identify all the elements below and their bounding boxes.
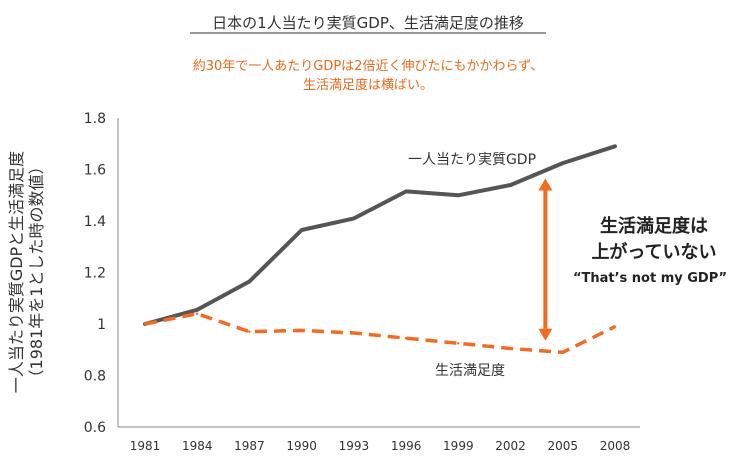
data-point-satisfaction (457, 342, 460, 345)
annotation-main-line-2: 上がっていない (591, 241, 716, 263)
annotation-main-line-1: 生活満足度は (600, 215, 708, 237)
y-axis-label-line-1: 一人当たり実質GDPと生活満足度 (7, 151, 26, 393)
data-point-gdp (300, 228, 303, 232)
x-tick-label: 1993 (339, 439, 370, 453)
annotation-double-arrow (538, 178, 553, 341)
x-tick-label: 2002 (495, 439, 526, 453)
arrow-head-up (538, 178, 553, 191)
series-line-satisfaction (144, 311, 616, 355)
series-label-gdp: 一人当たり実質GDP (408, 152, 536, 168)
data-point-satisfaction (352, 331, 356, 335)
y-tick-label: 0.8 (84, 369, 106, 385)
x-tick-label: 1987 (234, 439, 265, 453)
y-tick-label: 1.6 (84, 163, 106, 179)
data-point-gdp (561, 161, 564, 165)
data-point-gdp (457, 194, 460, 197)
x-tick-label: 1996 (391, 439, 422, 453)
subtitle-line-2: 生活満足度は横ばい。 (303, 77, 433, 93)
x-tick-label: 2008 (600, 439, 631, 453)
arrow-head-down (538, 328, 553, 341)
data-point-gdp (404, 190, 408, 193)
x-tick-label: 1981 (130, 439, 161, 453)
subtitle-line-1: 約30年で一人あたりGDPは2倍近く伸びたにもかかわらず、 (193, 59, 544, 74)
y-tick-label: 0.6 (84, 420, 106, 436)
chart-title: 日本の1人当たり実質GDP、生活満足度の推移 (212, 14, 524, 32)
y-axis-label-line-2: （1981年を1とした時の数値） (27, 159, 46, 386)
x-tick-label: 2005 (548, 439, 579, 453)
data-point-satisfaction (300, 329, 303, 332)
x-tick-label: 1990 (286, 439, 317, 453)
x-tick-label: 1999 (443, 439, 474, 453)
data-point-gdp (352, 217, 356, 220)
series-line-gdp (143, 144, 617, 326)
y-tick-label: 1.8 (84, 111, 106, 127)
data-point-satisfaction (404, 337, 408, 340)
data-point-satisfaction (196, 312, 199, 315)
data-point-gdp (613, 145, 617, 148)
data-point-satisfaction (561, 351, 564, 354)
data-point-satisfaction (143, 322, 147, 326)
data-point-satisfaction (248, 330, 251, 333)
data-point-gdp (509, 183, 512, 187)
annotation-subtitle: “That’s not my GDP” (573, 271, 727, 286)
y-tick-label: 1.2 (84, 266, 106, 282)
series-label-satisfaction: 生活満足度 (435, 363, 505, 379)
data-point-satisfaction (613, 325, 617, 328)
y-tick-label: 1 (97, 317, 106, 333)
data-point-gdp (196, 308, 199, 311)
data-point-gdp (248, 280, 251, 283)
x-tick-labels: 1981 1984 1987 1990 1993 1996 1999 2002 2005 2008 (130, 439, 631, 453)
y-tick-label: 1.4 (84, 214, 106, 230)
series-group (143, 144, 617, 355)
y-tick-labels: 0.6 0.8 1 1.2 1.4 1.6 1.8 (84, 111, 106, 436)
data-point-satisfaction (509, 347, 512, 350)
x-tick-label: 1984 (182, 439, 213, 453)
